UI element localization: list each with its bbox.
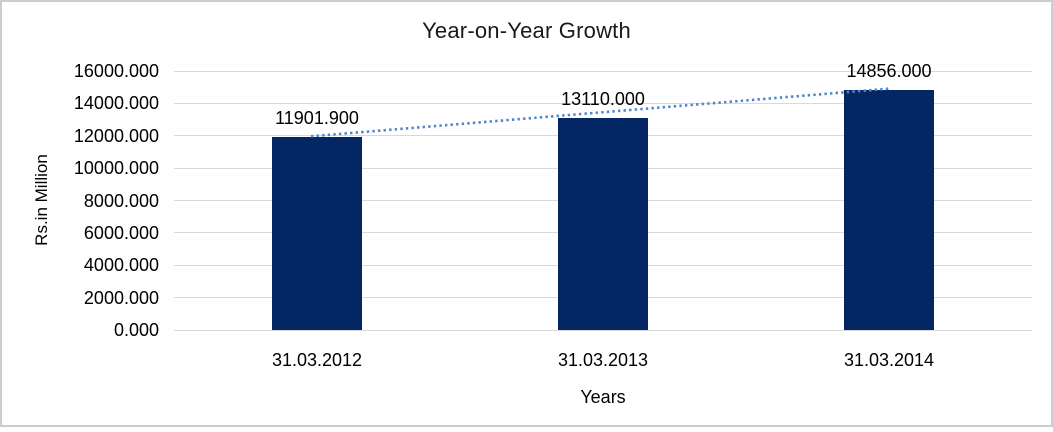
x-axis-title: Years [580, 387, 626, 407]
y-gridline [174, 329, 1032, 331]
y-tick-label: 14000.000 [73, 93, 159, 114]
x-tick-label: 31.03.2014 [843, 350, 935, 370]
bar-value-label: 11901.900 [275, 108, 359, 129]
y-tick-label: 8000.000 [83, 190, 159, 211]
y-tick-label: 4000.000 [83, 255, 159, 276]
bar [844, 89, 934, 330]
y-tick-label: 12000.000 [73, 125, 159, 146]
y-tick-label: 16000.000 [73, 61, 159, 81]
x-tick-label: 31.03.2012 [271, 350, 363, 370]
bar [558, 117, 648, 330]
y-gridline [174, 70, 1032, 72]
bar-value-label: 14856.000 [846, 60, 932, 81]
y-tick-label: 2000.000 [83, 287, 159, 308]
y-tick-label: 6000.000 [83, 222, 159, 243]
x-tick-label: 31.03.2013 [557, 350, 649, 370]
y-tick-label: 10000.000 [73, 158, 159, 179]
bar [272, 137, 362, 330]
y-tick-label: 0.000 [113, 320, 159, 340]
bar-value-label: 13110.000 [561, 88, 645, 109]
chart-title: Year-on-Year Growth [422, 18, 631, 43]
